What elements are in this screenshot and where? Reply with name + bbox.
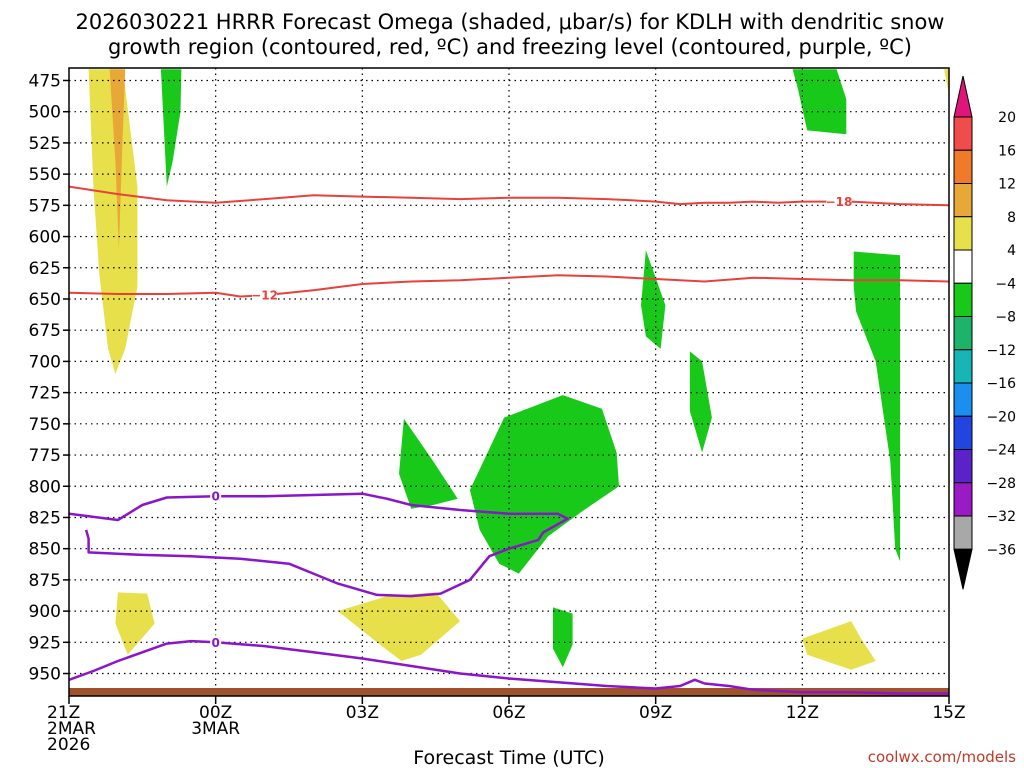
x-tick-label-0-0: 21Z [47,703,80,723]
colorbar-label-8: −16 [986,376,1016,392]
colorbar-swatch-4 [953,249,973,284]
omega-shaded-region-10 [553,607,573,668]
purple-contour-0 [69,492,569,598]
colorbar-top-triangle [953,75,973,118]
colorbar-label-10: −24 [986,443,1016,459]
omega-shaded-region-4 [944,69,949,95]
red-contour-label-1: −12 [251,289,278,303]
colorbar-swatch-11 [953,482,973,517]
colorbar-swatch-10 [953,449,973,484]
omega-shaded-region-12 [337,592,461,661]
x-tick-label-3-1: 3MAR [191,719,240,739]
colorbar: 20 16 12 8 4 −4 −8 −12 −16 −20 −24 −28 −32 −36 [953,75,1016,590]
x-tick-label-3-0: 00Z [199,703,232,723]
colorbar-swatch-5 [953,282,973,317]
y-tick-label-550: 550 [29,165,61,185]
y-tick-label-775: 775 [29,446,61,466]
purple-contour-label-bg-1 [210,635,222,650]
omega-shaded-region-7 [689,351,712,453]
y-tick-label-525: 525 [29,134,61,154]
y-tick-label-825: 825 [29,508,61,528]
omega-shaded-region-9 [469,395,619,574]
credit-text: coolwx.com/models [868,748,1016,766]
omega-shaded-region-0 [88,69,138,374]
colorbar-bottom-triangle [953,548,973,590]
y-tick-label-850: 850 [29,540,61,560]
x-tick-label-9-0: 06Z [492,703,525,723]
purple-contour-label-bg-0 [210,489,222,504]
colorbar-label-13: −36 [986,542,1016,558]
omega-shaded-region-2 [160,69,182,187]
colorbar-label-1: 16 [998,143,1016,159]
omega-shaded-region-11 [115,592,155,655]
x-tick-label-0-2: 2026 [47,735,90,755]
colorbar-label-4: 4 [1007,243,1016,259]
red-contour-0 [69,185,949,207]
omega-shaded-region-8 [399,418,458,509]
grid-layer [69,68,949,696]
x-tick-label-6-0: 03Z [346,703,379,723]
y-tick-label-675: 675 [29,321,61,341]
y-tick-label-600: 600 [29,228,61,248]
purple-contour-1 [69,639,949,695]
red-contour-label-bg-0 [826,194,852,209]
contour-label-layer: −18 −12 0 0 [210,194,853,650]
purple-contour-label-0: 0 [211,490,219,504]
y-tick-label-575: 575 [29,196,61,216]
x-tick-label-12-0: 09Z [639,703,672,723]
x-tick-label-18-0: 15Z [932,703,965,723]
colorbar-label-3: 8 [1007,210,1016,226]
colorbar-swatch-3 [953,216,973,251]
contour-layer [69,185,949,695]
red-contour-1 [69,274,949,298]
colorbar-label-12: −32 [986,509,1016,525]
colorbar-label-11: −28 [986,476,1016,492]
y-tick-label-650: 650 [29,290,61,310]
terrain-strip [69,688,949,696]
omega-shaded-region-6 [853,251,901,562]
y-tick-label-500: 500 [29,103,61,123]
colorbar-label-5: −4 [995,276,1016,292]
colorbar-label-6: −8 [995,310,1016,326]
y-tick-label-625: 625 [29,259,61,279]
red-contour-label-bg-1 [252,288,278,303]
colorbar-label-7: −12 [986,343,1016,359]
x-tick-label-0-1: 2MAR [47,719,96,739]
omega-shaded-region-1 [109,69,126,249]
y-tick-label-900: 900 [29,602,61,622]
y-tick-label-875: 875 [29,571,61,591]
chart-title-line-1: 2026030221 HRRR Forecast Omega (shaded, … [76,10,945,34]
y-tick-label-925: 925 [29,633,61,653]
colorbar-swatch-12 [953,515,973,550]
colorbar-label-2: 12 [998,177,1016,193]
chart-title-line-2: growth region (contoured, red, ºC) and f… [108,35,912,59]
y-tick-label-725: 725 [29,384,61,404]
omega-shaded-region-13 [802,621,876,670]
colorbar-swatch-1 [953,149,973,184]
y-tick-label-475: 475 [29,71,61,91]
colorbar-swatch-0 [953,116,973,151]
y-tick-label-800: 800 [29,477,61,497]
colorbar-swatch-9 [953,415,973,450]
colorbar-swatch-2 [953,183,973,218]
purple-contour-label-1: 0 [211,636,219,650]
y-tick-label-700: 700 [29,352,61,372]
colorbar-label-0: 20 [998,110,1016,126]
colorbar-label-9: −20 [986,409,1016,425]
omega-shaded-region-5 [641,250,666,349]
omega-shaded-region-3 [792,69,847,135]
red-contour-label-0: −18 [826,195,853,209]
x-tick-label-15-0: 12Z [786,703,819,723]
colorbar-swatch-7 [953,349,973,384]
colorbar-swatch-8 [953,382,973,417]
omega-shading-layer [88,69,949,670]
y-tick-label-750: 750 [29,415,61,435]
y-axis: 475 500 525 550 575 600 625 650 675 700 725 750 775 8… [29,71,69,685]
y-tick-label-950: 950 [29,665,61,685]
colorbar-swatch-6 [953,316,973,351]
terrain-layer [69,688,949,696]
x-axis-label: Forecast Time (UTC) [413,747,604,768]
